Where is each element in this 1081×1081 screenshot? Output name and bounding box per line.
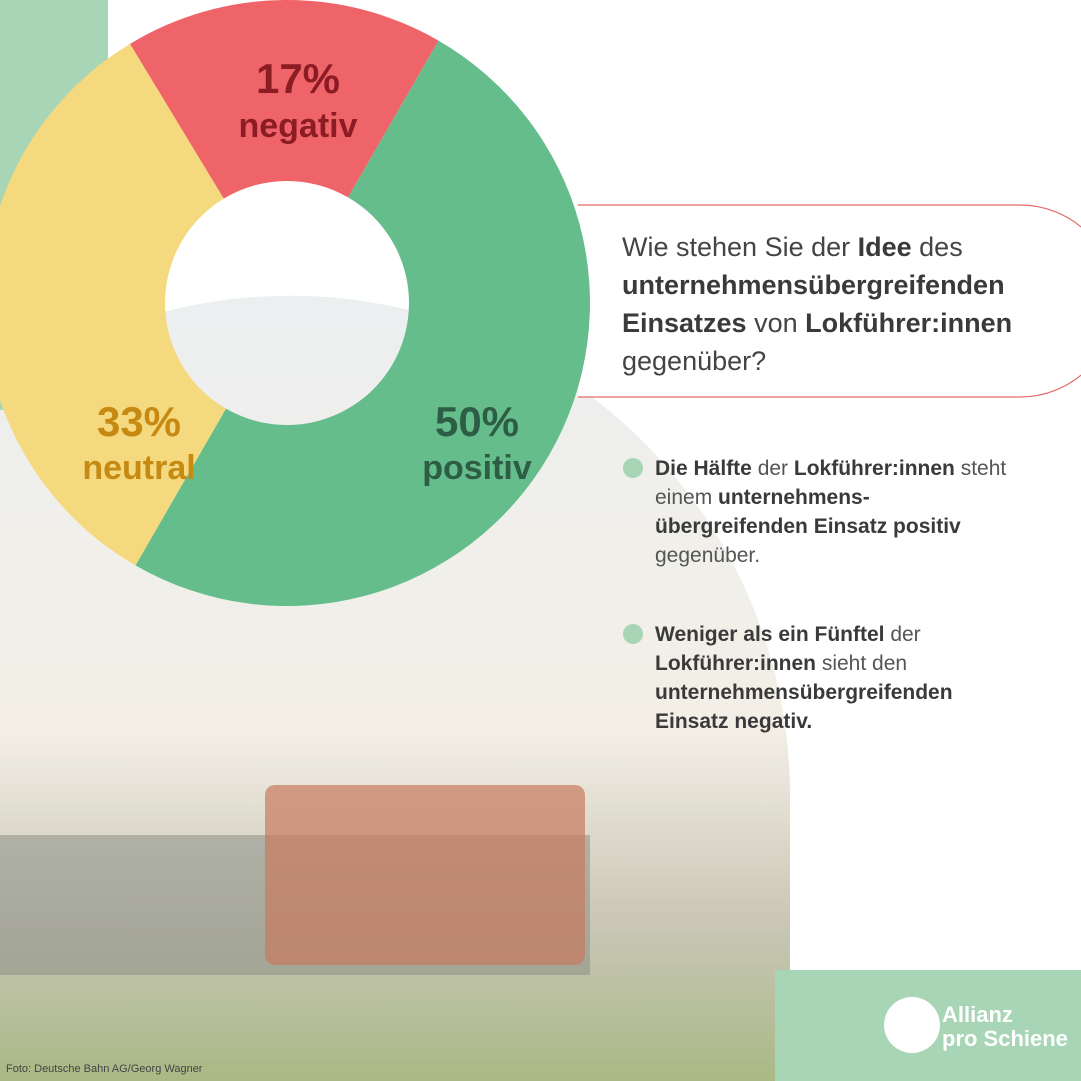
question-text: Wie stehen Sie der	[622, 232, 858, 262]
logo: Allianz pro Schiene	[942, 1003, 1068, 1051]
bullet: Weniger als ein Fünftel der Lokführer:in…	[655, 620, 1015, 736]
value-label: 33%	[97, 398, 181, 445]
bullet-text: steht einem	[655, 457, 1007, 509]
donut-segment	[0, 43, 226, 566]
category-label: neutral	[82, 449, 195, 487]
question-text: von	[746, 308, 806, 338]
question-text: unternehmensübergreifenden Einsatzes	[622, 270, 1005, 338]
question-text: des	[911, 232, 963, 262]
donut-segment	[130, 0, 439, 199]
bullet-text: Lokführer:innen	[655, 652, 816, 675]
category-label: negativ	[238, 107, 357, 145]
locomotive	[265, 785, 585, 965]
bullet-text: der	[751, 457, 794, 480]
question-box	[578, 204, 1081, 398]
value-label: 17%	[256, 55, 340, 102]
logo-icon	[884, 997, 940, 1053]
value-label: 50%	[435, 398, 519, 445]
photo-credit: Foto: Deutsche Bahn AG/Georg Wagner	[6, 1063, 203, 1075]
logo-text: pro Schiene	[942, 1026, 1068, 1051]
bullet: Die Hälfte der Lokführer:innen steht ein…	[655, 454, 1015, 570]
bullet-text: Weniger als ein Fünftel	[655, 623, 885, 646]
question: Wie stehen Sie der Idee des unternehmens…	[622, 228, 1062, 380]
bullet-text: sieht den	[816, 652, 908, 675]
donut-segment	[135, 40, 590, 607]
bullet-dot	[623, 624, 643, 644]
bullet-text: unternehmensübergreifenden Einsatz negat…	[655, 681, 953, 733]
question-text: gegenüber?	[622, 346, 767, 376]
bullet-text: gegenüber.	[655, 544, 761, 567]
bullet-dot	[623, 458, 643, 478]
logo-text: Allianz	[942, 1002, 1013, 1027]
question-text: Idee	[857, 232, 912, 262]
bullet-text: Lokführer:innen	[793, 457, 955, 480]
bullet-text: Die Hälfte	[655, 457, 752, 480]
question-text: Lokführer:innen	[805, 308, 1013, 338]
category-label: positiv	[422, 449, 532, 487]
bullet-text: der	[884, 623, 921, 646]
bullet-text: unternehmens-übergreifenden Einsatz posi…	[655, 486, 961, 538]
